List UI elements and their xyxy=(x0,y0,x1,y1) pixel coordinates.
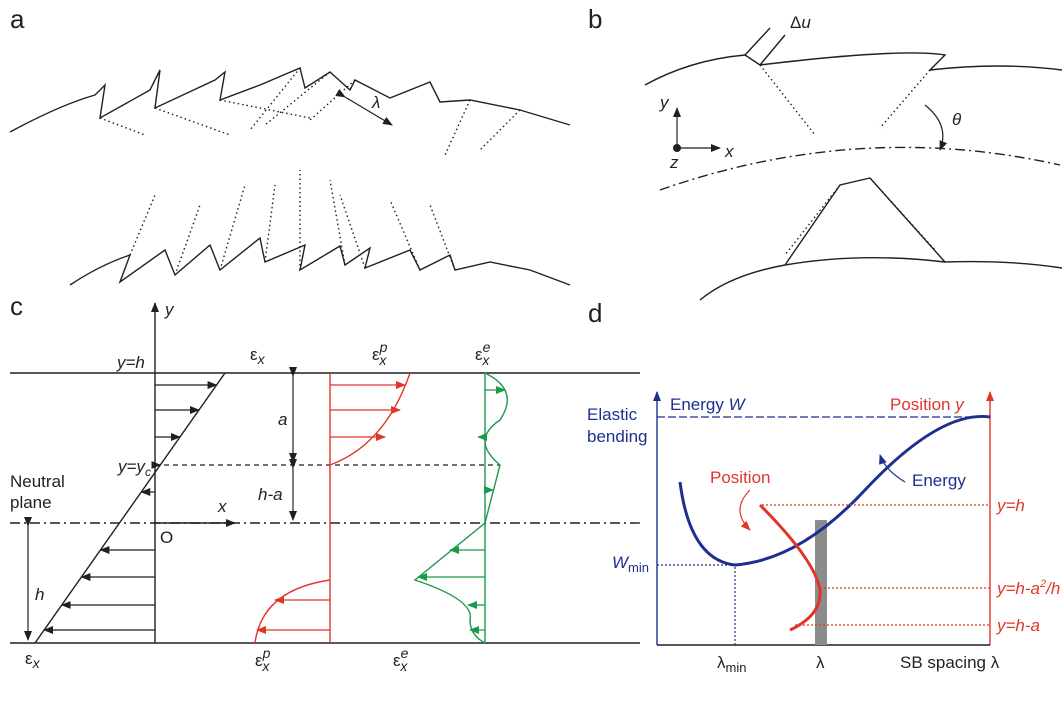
z-label: z xyxy=(669,153,679,172)
eps-sub: x xyxy=(378,352,387,368)
eps-sub: x xyxy=(261,658,270,674)
y-h-a2-label: y=h-a2/h xyxy=(996,578,1060,598)
lower-step xyxy=(785,258,945,265)
position-text: Position xyxy=(890,395,955,414)
sb-spacing-label: SB spacing λ xyxy=(900,653,1000,672)
x-label: x xyxy=(217,497,227,516)
panel-c: c y y=h y=yc a h-a Neutral plane x O h ε… xyxy=(10,291,640,674)
y-label: y xyxy=(164,300,175,319)
figure: a λ b Δu θ y x z c y y=h y=yc a h-a Neut… xyxy=(0,0,1064,701)
eps-sub: x xyxy=(32,655,41,671)
lower-surface xyxy=(700,178,1062,300)
theta: θ xyxy=(952,110,962,129)
wmin-guide xyxy=(657,565,735,645)
lower-surface xyxy=(70,238,570,285)
wmin-sub: min xyxy=(628,560,649,575)
elastic-bending-label: bending xyxy=(587,427,648,446)
lambda-min-label: λmin xyxy=(717,653,746,675)
panel-d: d Energy W Position y Elastic bending Po… xyxy=(587,298,1060,675)
position-axis-label: Position y xyxy=(890,395,965,414)
position-var: y xyxy=(954,395,965,414)
panel-label: b xyxy=(588,4,602,34)
y-yc-sub: c xyxy=(145,465,151,479)
y-yc-main: y=y xyxy=(117,457,146,476)
origin-label: O xyxy=(160,528,173,547)
total-strain-line xyxy=(35,373,225,643)
panel-b: b Δu θ y x z xyxy=(588,4,1062,300)
upper-surface xyxy=(645,53,1062,85)
lambda-min-sub: min xyxy=(726,660,747,675)
y-h-a-label: y=h-a xyxy=(996,616,1040,635)
energy-axis-label: Energy W xyxy=(670,395,747,414)
eps-sub: x xyxy=(399,658,408,674)
neutral-plane xyxy=(660,147,1060,190)
eps-total-bottom: εx xyxy=(25,649,41,671)
energy-label: Energy xyxy=(912,471,966,490)
upper-surface xyxy=(10,68,570,132)
panel-label: a xyxy=(10,4,25,34)
panel-label: d xyxy=(588,298,602,328)
h-label: h xyxy=(35,585,44,604)
energy-curve xyxy=(680,416,990,565)
y-h-label: y=h xyxy=(996,496,1025,515)
eps-sub: x xyxy=(257,351,266,367)
z-axis xyxy=(673,144,681,152)
panel-label: c xyxy=(10,291,23,321)
lambda: λ xyxy=(371,93,380,112)
shear-band xyxy=(130,170,455,275)
position-label: Position xyxy=(710,468,770,487)
energy-var: W xyxy=(729,395,747,414)
elastic-strain xyxy=(415,373,507,643)
y-h-a2-main: y=h-a xyxy=(996,579,1040,598)
eps-total-top: εx xyxy=(250,345,266,367)
eps-sub: x xyxy=(481,352,490,368)
plastic-strain-bottom xyxy=(255,580,330,643)
position-guide xyxy=(762,505,990,625)
h-a-label: h-a xyxy=(258,485,283,504)
y-label: y xyxy=(659,93,670,112)
energy-pointer xyxy=(880,455,905,482)
y-h-a2-tail: /h xyxy=(1045,579,1060,598)
panel-a: a λ xyxy=(10,4,570,285)
wmin-label: Wmin xyxy=(612,553,649,575)
position-curve xyxy=(760,505,820,630)
theta-arc xyxy=(925,105,943,150)
x-label: x xyxy=(724,142,734,161)
shear-band xyxy=(760,65,935,255)
y-h: y=h xyxy=(116,353,145,372)
lambda-label: λ xyxy=(816,653,825,672)
position-pointer xyxy=(740,490,750,530)
a-label: a xyxy=(278,410,287,429)
neutral-plane-label: Neutral xyxy=(10,472,65,491)
neutral-plane-label: plane xyxy=(10,493,52,512)
energy-text: Energy xyxy=(670,395,729,414)
u: u xyxy=(801,13,811,32)
delta: Δ xyxy=(790,13,801,32)
page: a λ b Δu θ y x z c y y=h y=yc a h-a Neut… xyxy=(0,0,1064,701)
lambda-arrow xyxy=(345,97,392,125)
delta-u: Δu xyxy=(790,13,811,32)
y-h-a2-sup: 2 xyxy=(1039,578,1046,590)
plastic-strain-top xyxy=(330,373,410,465)
y-yc: y=yc xyxy=(117,457,151,479)
shear-band xyxy=(100,68,520,155)
elastic-bending-label: Elastic xyxy=(587,405,638,424)
